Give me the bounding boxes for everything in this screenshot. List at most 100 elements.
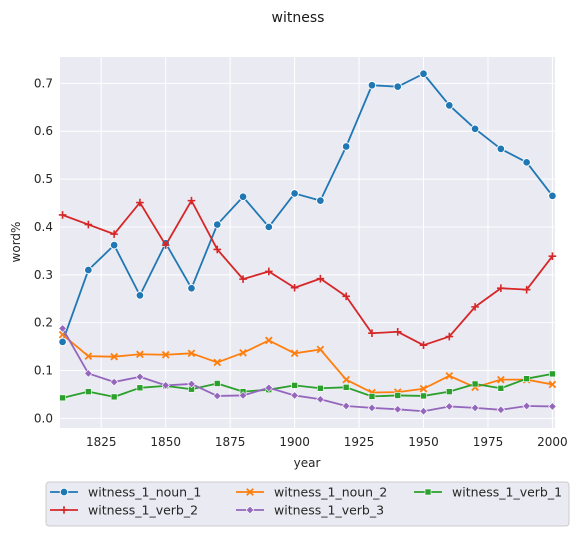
data-point <box>548 252 557 260</box>
data-point <box>548 191 557 201</box>
data-point <box>58 211 67 219</box>
data-point <box>110 352 118 361</box>
chart-title: witness <box>272 10 325 26</box>
legend-marker <box>246 488 254 496</box>
data-point <box>265 267 273 276</box>
y-tick-label: 0.3 <box>34 268 53 282</box>
data-point <box>238 192 248 202</box>
data-point <box>135 291 145 300</box>
data-point <box>317 384 324 392</box>
data-point <box>264 222 274 232</box>
data-point <box>136 198 144 207</box>
data-point <box>497 384 505 392</box>
data-point <box>341 142 351 151</box>
data-point <box>187 196 196 205</box>
data-point <box>316 345 325 354</box>
series-line <box>62 373 553 399</box>
data-point <box>419 384 428 393</box>
legend-label: witness_1_noun_2 <box>274 485 387 500</box>
data-point <box>84 369 93 378</box>
data-point <box>187 349 196 358</box>
legend-marker <box>59 487 69 497</box>
data-point <box>316 196 325 205</box>
legend-label: witness_1_verb_3 <box>274 503 384 518</box>
data-point <box>187 283 196 293</box>
data-point <box>342 375 351 384</box>
data-point <box>419 341 428 349</box>
data-point <box>548 402 557 411</box>
data-point <box>549 370 556 378</box>
data-point <box>470 124 480 134</box>
legend-marker <box>60 506 68 514</box>
grid <box>60 57 555 428</box>
data-point <box>161 350 170 359</box>
legend-label: witness_1_verb_1 <box>452 485 562 500</box>
data-point <box>445 101 454 110</box>
data-point <box>522 401 531 411</box>
data-point <box>420 392 427 400</box>
data-point <box>445 388 453 395</box>
series-witness_1_noun_1 <box>58 69 557 347</box>
legend-label: witness_1_verb_2 <box>88 503 198 518</box>
data-point <box>109 240 119 250</box>
data-point <box>239 349 247 357</box>
data-point <box>213 245 222 254</box>
data-point <box>394 392 402 399</box>
data-point <box>84 265 93 275</box>
data-point <box>290 349 299 358</box>
data-point <box>471 303 479 311</box>
y-tick-label: 0.6 <box>34 124 53 138</box>
data-point <box>213 380 221 387</box>
series-witness_1_verb_3 <box>58 324 557 416</box>
y-tick-label: 0.5 <box>34 172 53 186</box>
data-point <box>393 327 402 336</box>
legend-item-witness_1_verb_2: witness_1_verb_2 <box>50 503 198 518</box>
data-point <box>548 380 557 389</box>
data-point <box>419 69 428 79</box>
x-tick-label: 1825 <box>86 435 117 449</box>
legend-marker <box>245 505 255 515</box>
data-point <box>109 377 119 387</box>
data-point <box>59 394 66 402</box>
legend-item-witness_1_noun_1: witness_1_noun_1 <box>50 485 201 500</box>
legend: witness_1_noun_1 witness_1_noun_2 witness_… <box>45 481 570 527</box>
data-point <box>85 388 92 395</box>
data-point <box>110 230 118 238</box>
data-point <box>445 371 454 380</box>
data-point <box>497 375 505 384</box>
legend-item-witness_1_verb_1: witness_1_verb_1 <box>414 485 562 500</box>
data-point <box>136 350 144 359</box>
data-point <box>316 274 325 283</box>
data-point <box>393 405 402 414</box>
data-point <box>367 80 377 90</box>
data-point <box>290 189 299 198</box>
x-tick-label: 1975 <box>473 435 504 449</box>
y-axis-label: word% <box>9 222 23 263</box>
x-tick-label: 1900 <box>279 435 310 449</box>
data-point <box>291 382 298 389</box>
data-point <box>264 383 274 393</box>
data-point <box>84 352 93 361</box>
plot-area <box>60 57 555 428</box>
data-point <box>341 401 351 411</box>
legend-label: witness_1_noun_1 <box>88 485 201 500</box>
data-point <box>290 283 299 292</box>
data-point <box>496 144 506 154</box>
series-witness_1_verb_2 <box>58 196 557 349</box>
data-point <box>58 324 67 333</box>
x-tick-label: 1850 <box>150 435 181 449</box>
data-point <box>135 372 145 382</box>
data-point <box>367 403 377 413</box>
data-point <box>290 391 299 400</box>
data-point <box>496 405 506 415</box>
data-point <box>136 384 144 392</box>
y-tick-label: 0.1 <box>34 364 53 378</box>
data-point <box>213 358 222 367</box>
data-point <box>213 220 222 229</box>
x-tick-label: 1875 <box>215 435 246 449</box>
data-point <box>523 375 530 382</box>
y-tick-label: 0.0 <box>34 411 53 425</box>
y-tick-label: 0.2 <box>34 316 53 330</box>
data-point <box>239 275 247 283</box>
